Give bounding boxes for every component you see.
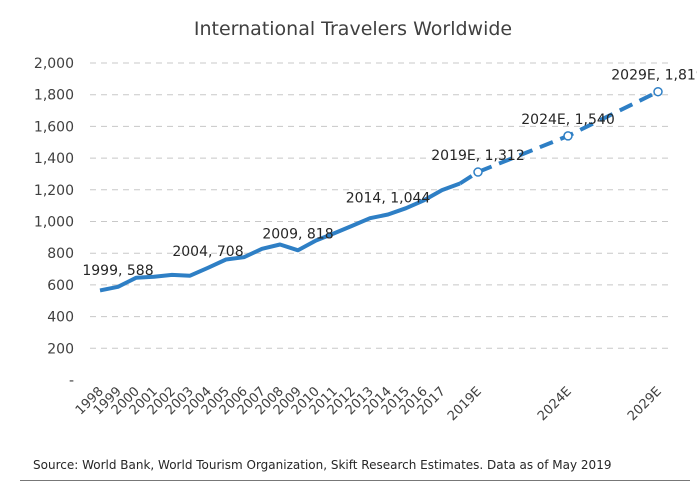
- y-axis-ticks: - 200 400 600 800 1,000 1,200 1,400 1,600 1,800 2,…: [34, 56, 74, 389]
- x-tick-label: 2029E: [625, 384, 665, 424]
- x-axis-ticks: 1998199920002001200220032004200520062007…: [73, 384, 665, 424]
- data-label: 2014, 1,044: [346, 191, 431, 207]
- y-tick-label: 800: [47, 246, 74, 262]
- y-tick-label: 1,800: [34, 88, 74, 104]
- forecast-point: [473, 167, 483, 177]
- y-tick-label: 200: [47, 341, 74, 357]
- source-note: Source: World Bank, World Tourism Organi…: [33, 458, 612, 472]
- data-label: 2019E, 1,312: [431, 148, 524, 164]
- forecast-point: [653, 86, 663, 97]
- grid-lines: [90, 62, 672, 349]
- data-label: 1999, 588: [82, 263, 153, 279]
- y-tick-label: 1,400: [34, 151, 74, 167]
- data-labels: 1999, 588 2004, 708 2009, 818 2014, 1,044 20…: [82, 68, 697, 279]
- series-lines: [99, 89, 659, 293]
- data-label: 2004, 708: [172, 244, 243, 260]
- data-label: 2024E, 1,540: [521, 112, 614, 128]
- forecast-line: [458, 89, 659, 186]
- y-tick-label: -: [69, 373, 74, 389]
- y-tick-label: 600: [47, 278, 74, 294]
- y-tick-label: 400: [47, 310, 74, 326]
- y-tick-label: 1,200: [34, 183, 74, 199]
- line-chart: International Travelers Worldwide - 200 40…: [34, 18, 697, 424]
- forecast-point: [563, 131, 573, 141]
- x-tick-label: 2019E: [445, 384, 485, 424]
- forecast-markers: [473, 86, 663, 177]
- footer-divider: [20, 480, 690, 481]
- y-tick-label: 2,000: [34, 56, 74, 72]
- y-tick-label: 1,000: [34, 215, 74, 231]
- data-label: 2009, 818: [262, 226, 333, 242]
- historical-line: [99, 181, 461, 293]
- y-tick-label: 1,600: [34, 119, 74, 135]
- x-tick-label: 2024E: [535, 384, 575, 424]
- chart-title: International Travelers Worldwide: [194, 18, 512, 40]
- data-label: 2029E, 1,819: [611, 68, 697, 84]
